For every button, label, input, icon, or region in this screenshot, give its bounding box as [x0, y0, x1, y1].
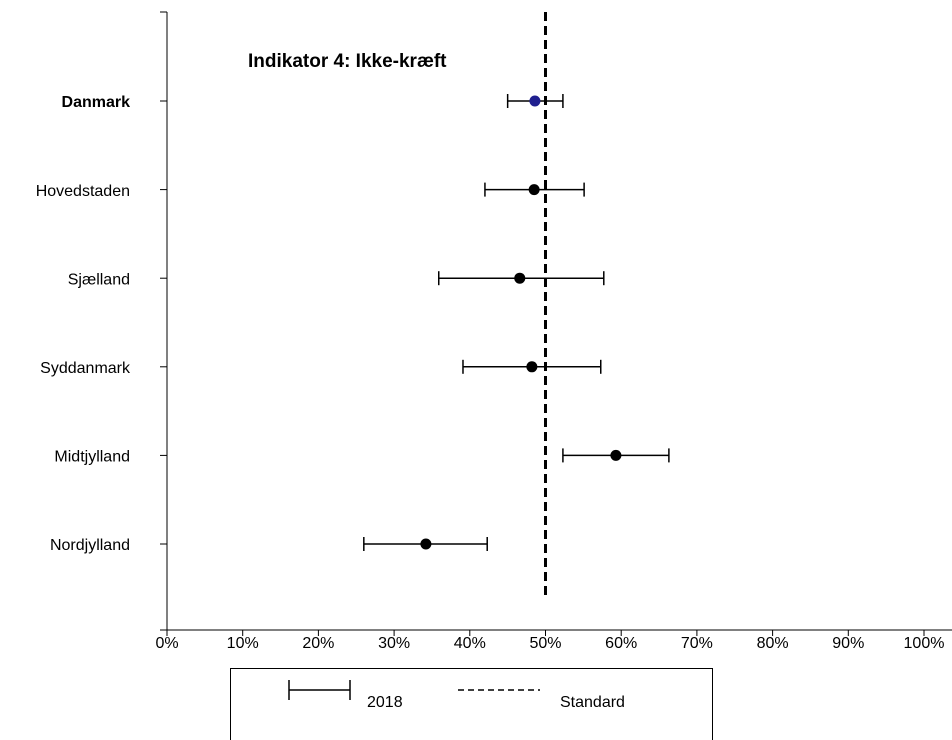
point	[514, 272, 526, 284]
category-label: Nordjylland	[50, 537, 130, 554]
category-label: Danmark	[62, 94, 131, 111]
x-tick-label: 50%	[529, 635, 561, 652]
point	[526, 361, 538, 373]
point	[610, 449, 622, 461]
legend-label: 2018	[367, 694, 403, 711]
point	[528, 184, 540, 196]
category-label: Midtjylland	[54, 449, 130, 466]
x-tick-label: 30%	[378, 635, 410, 652]
category-label: Sjælland	[68, 271, 130, 288]
chart-title: Indikator 4: Ikke-kræft	[248, 51, 447, 72]
legend-label: Standard	[560, 694, 625, 711]
point	[420, 538, 432, 550]
x-tick-label: 70%	[681, 635, 713, 652]
legend	[230, 668, 713, 740]
x-tick-label: 60%	[605, 635, 637, 652]
x-tick-label: 80%	[757, 635, 789, 652]
x-tick-label: 40%	[454, 635, 486, 652]
x-tick-label: 10%	[227, 635, 259, 652]
point	[529, 95, 541, 107]
x-tick-label: 100%	[904, 635, 945, 652]
x-tick-label: 90%	[832, 635, 864, 652]
x-tick-label: 20%	[302, 635, 334, 652]
category-label: Syddanmark	[40, 360, 131, 377]
category-label: Hovedstaden	[36, 183, 130, 200]
x-tick-label: 0%	[155, 635, 178, 652]
